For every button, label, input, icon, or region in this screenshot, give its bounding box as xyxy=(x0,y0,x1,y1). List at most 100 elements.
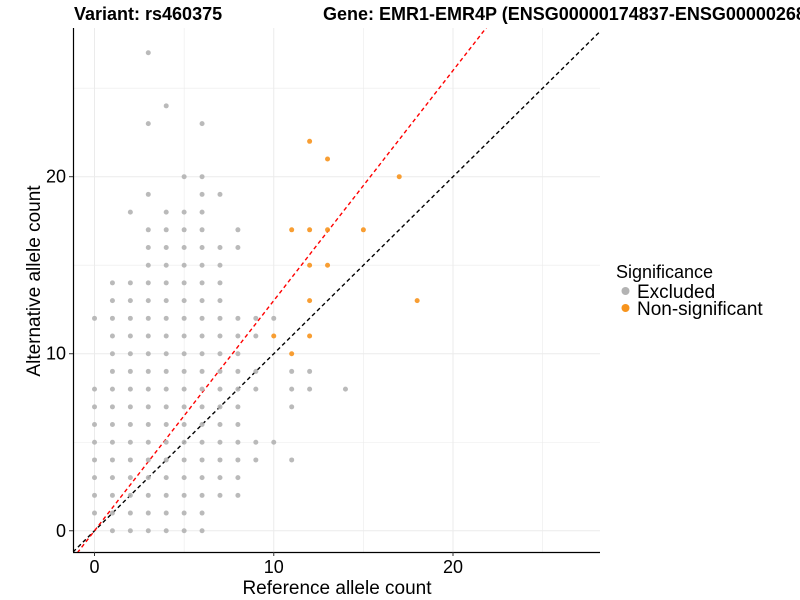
point-excluded xyxy=(181,492,187,498)
point-non-significant xyxy=(414,298,420,304)
point-excluded xyxy=(127,422,133,428)
x-tick-label: 0 xyxy=(90,557,100,577)
point-excluded xyxy=(217,439,223,445)
point-excluded xyxy=(199,174,205,180)
y-tick-label: 10 xyxy=(46,344,66,364)
point-excluded xyxy=(145,492,151,498)
point-non-significant xyxy=(307,227,313,233)
point-excluded xyxy=(199,191,205,197)
legend: Significance Excluded Non-significant xyxy=(616,262,763,320)
x-axis-title: Reference allele count xyxy=(242,578,432,599)
point-excluded xyxy=(163,227,169,233)
point-excluded xyxy=(92,439,98,445)
point-excluded xyxy=(235,368,241,374)
point-excluded xyxy=(127,510,133,516)
point-excluded xyxy=(127,368,133,374)
reference-lines xyxy=(73,28,600,552)
point-excluded xyxy=(145,298,151,304)
point-excluded xyxy=(127,475,133,481)
point-excluded xyxy=(235,315,241,321)
point-excluded xyxy=(181,457,187,463)
point-excluded xyxy=(217,280,223,286)
legend-swatch-non-significant xyxy=(621,304,630,312)
point-excluded xyxy=(199,298,205,304)
point-excluded xyxy=(181,510,187,516)
point-excluded xyxy=(92,510,98,516)
point-excluded xyxy=(109,475,115,481)
point-excluded xyxy=(163,103,169,109)
point-excluded xyxy=(181,333,187,339)
point-excluded xyxy=(199,245,205,251)
point-excluded xyxy=(271,315,277,321)
point-excluded xyxy=(145,368,151,374)
point-non-significant xyxy=(307,262,313,268)
point-excluded xyxy=(217,351,223,357)
point-excluded xyxy=(235,422,241,428)
point-excluded xyxy=(109,333,115,339)
point-excluded xyxy=(92,422,98,428)
x-tick-label: 10 xyxy=(264,557,284,577)
point-excluded xyxy=(163,209,169,215)
point-excluded xyxy=(235,333,241,339)
point-excluded xyxy=(145,457,151,463)
point-excluded xyxy=(145,404,151,410)
point-excluded xyxy=(145,280,151,286)
data-points xyxy=(92,50,420,534)
point-non-significant xyxy=(307,138,313,144)
point-excluded xyxy=(92,457,98,463)
point-excluded xyxy=(109,457,115,463)
point-non-significant xyxy=(325,262,331,268)
point-excluded xyxy=(253,439,259,445)
point-excluded xyxy=(145,351,151,357)
point-excluded xyxy=(199,404,205,410)
point-excluded xyxy=(163,386,169,392)
point-excluded xyxy=(127,439,133,445)
point-excluded xyxy=(145,315,151,321)
point-excluded xyxy=(181,528,187,534)
point-excluded xyxy=(127,386,133,392)
point-excluded xyxy=(217,298,223,304)
point-excluded xyxy=(163,245,169,251)
point-excluded xyxy=(163,280,169,286)
point-excluded xyxy=(199,528,205,534)
point-excluded xyxy=(181,386,187,392)
point-excluded xyxy=(235,439,241,445)
point-excluded xyxy=(181,280,187,286)
point-excluded xyxy=(109,422,115,428)
point-excluded xyxy=(109,315,115,321)
point-excluded xyxy=(163,315,169,321)
point-excluded xyxy=(181,404,187,410)
point-excluded xyxy=(235,475,241,481)
point-excluded xyxy=(253,386,259,392)
point-excluded xyxy=(181,475,187,481)
point-non-significant xyxy=(289,227,295,233)
point-excluded xyxy=(181,245,187,251)
point-excluded xyxy=(145,333,151,339)
point-excluded xyxy=(163,333,169,339)
point-excluded xyxy=(271,439,277,445)
x-tick-label: 20 xyxy=(443,557,463,577)
point-excluded xyxy=(199,121,205,127)
point-excluded xyxy=(181,174,187,180)
point-excluded xyxy=(163,298,169,304)
point-excluded xyxy=(109,492,115,498)
point-excluded xyxy=(199,315,205,321)
legend-label-excluded: Excluded xyxy=(637,282,715,303)
point-excluded xyxy=(181,439,187,445)
tick-labels: 0 10 20 0 10 20 xyxy=(46,167,463,577)
point-excluded xyxy=(289,368,295,374)
point-excluded xyxy=(109,280,115,286)
point-excluded xyxy=(181,227,187,233)
point-excluded xyxy=(235,245,241,251)
point-non-significant xyxy=(307,298,313,304)
point-excluded xyxy=(253,333,259,339)
point-excluded xyxy=(217,404,223,410)
point-excluded xyxy=(145,191,151,197)
point-excluded xyxy=(235,492,241,498)
legend-title: Significance xyxy=(616,262,713,282)
point-excluded xyxy=(145,528,151,534)
point-excluded xyxy=(163,439,169,445)
chart-title-gene: Gene: EMR1-EMR4P (ENSG00000174837-ENSG00… xyxy=(323,4,800,24)
point-excluded xyxy=(127,404,133,410)
point-excluded xyxy=(199,510,205,516)
